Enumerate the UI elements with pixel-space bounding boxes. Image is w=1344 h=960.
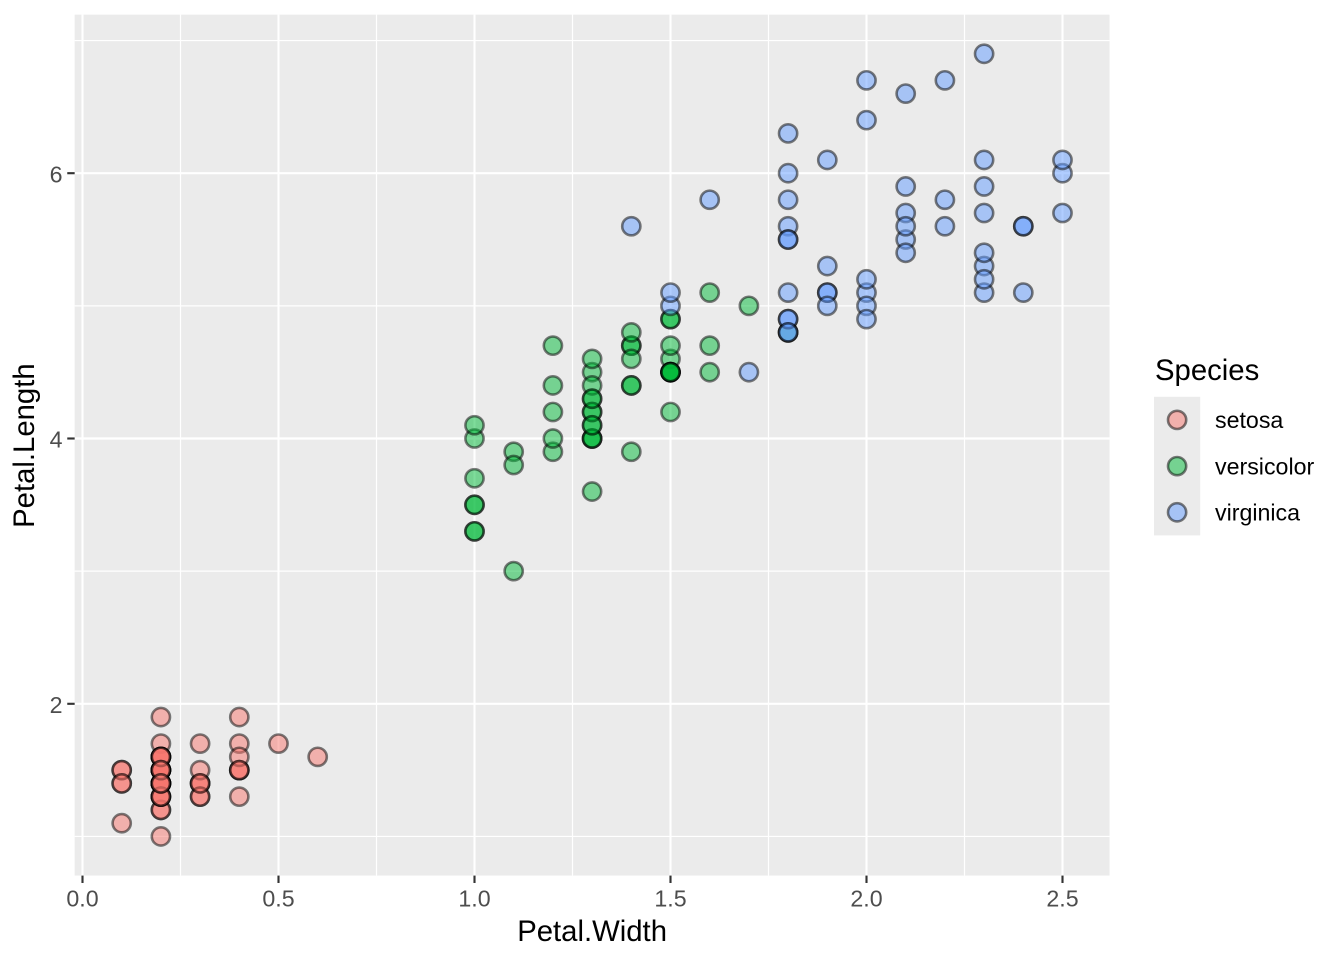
svg-text:virginica: virginica <box>1215 500 1300 526</box>
svg-text:4: 4 <box>50 427 63 453</box>
svg-text:1.0: 1.0 <box>458 886 490 912</box>
svg-text:Petal.Length: Petal.Length <box>8 363 41 528</box>
svg-text:2: 2 <box>50 692 63 718</box>
svg-text:setosa: setosa <box>1215 407 1283 433</box>
svg-text:versicolor: versicolor <box>1215 453 1314 479</box>
svg-text:1.5: 1.5 <box>654 886 686 912</box>
svg-text:2.0: 2.0 <box>850 886 882 912</box>
svg-text:2.5: 2.5 <box>1046 886 1078 912</box>
svg-text:0.5: 0.5 <box>262 886 294 912</box>
svg-text:Species: Species <box>1155 354 1259 387</box>
svg-text:Petal.Width: Petal.Width <box>517 915 667 948</box>
svg-text:6: 6 <box>50 161 63 187</box>
svg-text:0.0: 0.0 <box>66 886 98 912</box>
